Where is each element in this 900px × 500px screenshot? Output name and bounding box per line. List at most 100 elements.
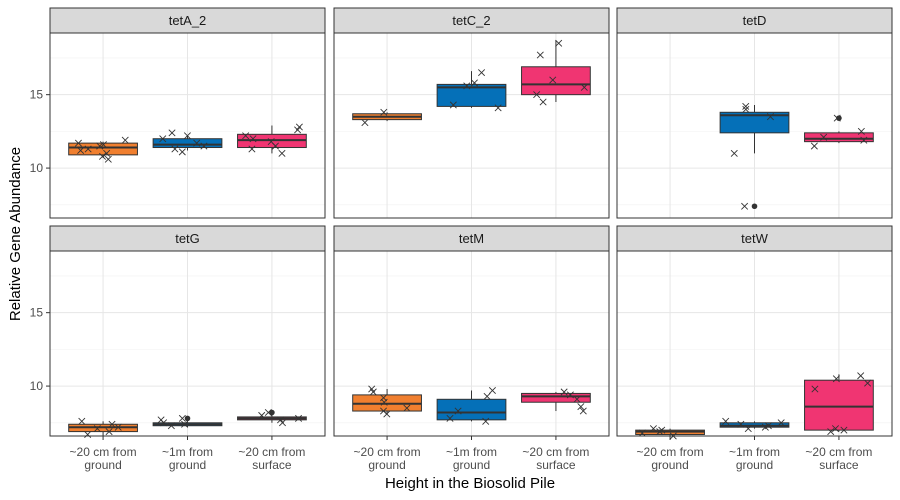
data-point-stroke (730, 149, 738, 157)
x-tick-label-line: ~20 cm from (522, 445, 589, 459)
box (804, 132, 874, 143)
x-tick-label: ~1m from ground (446, 445, 497, 472)
x-tick-label: ~1m from ground (162, 445, 213, 472)
data-point-stroke (104, 155, 112, 163)
data-point (178, 148, 186, 156)
x-tick-label-line: ~1m from (162, 445, 213, 459)
boxplot-surface20 (521, 39, 591, 106)
data-point-stroke (379, 407, 388, 415)
data-point (737, 420, 745, 428)
outlier-point (836, 115, 842, 121)
data-point-stroke (248, 145, 256, 153)
data-point-stroke (278, 419, 287, 427)
data-point (446, 414, 454, 422)
data-point-stroke (368, 385, 376, 393)
data-point (549, 76, 557, 84)
data-point-stroke (741, 202, 749, 210)
data-point-stroke (103, 149, 111, 157)
facet-title: tetC_2 (452, 13, 490, 28)
data-point (171, 145, 179, 153)
outlier-point (184, 415, 191, 422)
data-point-stroke (380, 394, 388, 402)
data-point (84, 431, 92, 439)
data-point (242, 132, 250, 140)
data-point (84, 145, 92, 153)
data-point (463, 82, 471, 90)
data-point (777, 419, 785, 427)
data-point-stroke (831, 425, 840, 433)
data-point-stroke (77, 146, 85, 154)
x-tick-label-line: ground (453, 458, 490, 472)
data-point-stroke (744, 425, 752, 433)
x-tick-label-line: ~20 cm from (70, 445, 137, 459)
x-tick-label: ~20 cm from surface (805, 445, 872, 472)
data-point-stroke (446, 414, 454, 422)
box (521, 66, 591, 96)
data-point (730, 149, 738, 157)
data-point (108, 420, 116, 428)
data-point-stroke (827, 428, 835, 436)
data-point (248, 145, 256, 153)
data-point (840, 426, 848, 434)
data-point-stroke (488, 386, 496, 395)
data-point-stroke (267, 138, 275, 146)
x-tick-label: ~20 cm from surface (522, 445, 589, 472)
data-point (483, 392, 491, 400)
data-point-stroke (742, 105, 750, 113)
box (804, 379, 874, 431)
data-point (566, 391, 574, 399)
data-point-stroke (832, 375, 840, 383)
data-point (403, 404, 411, 412)
data-point (379, 407, 388, 415)
box (152, 138, 223, 149)
data-point-stroke (193, 139, 201, 147)
data-point (104, 155, 112, 163)
data-point (577, 403, 585, 411)
data-point (494, 104, 502, 112)
x-tick-label: ~20 cm from surface (238, 445, 305, 472)
data-point (649, 425, 657, 433)
data-point-stroke (573, 395, 581, 403)
data-point-stroke (403, 404, 411, 412)
data-point (744, 425, 752, 433)
data-point (193, 139, 201, 147)
data-point-stroke (171, 145, 179, 153)
x-tick-label-line: ground (736, 458, 773, 472)
data-point (766, 113, 774, 121)
facet-title: tetD (743, 13, 767, 28)
data-point-stroke (168, 129, 176, 137)
data-point-stroke (638, 429, 646, 437)
data-point-stroke (449, 101, 457, 109)
data-point-stroke (766, 113, 774, 121)
x-tick-label-line: ground (169, 458, 206, 472)
x-tick-label-line: ~1m from (729, 445, 780, 459)
facet-panel: tetC_2 (333, 7, 610, 219)
data-point (539, 98, 547, 106)
data-point-stroke (258, 411, 266, 419)
panel-border (49, 32, 326, 219)
x-tick-label-line: surface (536, 458, 576, 472)
data-point-stroke (482, 417, 490, 425)
boxplot-ground20 (352, 385, 422, 418)
data-point-stroke (264, 408, 272, 417)
boxplot-surface20 (521, 388, 591, 415)
outlier-point (751, 203, 758, 210)
data-point (74, 139, 82, 147)
data-point (482, 417, 490, 425)
x-tick-label-line: surface (819, 458, 859, 472)
data-point (121, 136, 129, 144)
data-point-stroke (114, 423, 122, 431)
data-point-stroke (181, 420, 189, 428)
facet-title: tetM (459, 231, 484, 246)
data-point (579, 407, 587, 415)
data-point-stroke (242, 132, 250, 140)
facet-panel: tetM ~20 cm from ground~1m from ground ~20 c… (333, 225, 610, 472)
data-point (860, 136, 868, 144)
data-point (722, 417, 730, 425)
data-point (560, 388, 568, 396)
data-point-stroke (84, 431, 92, 439)
panel-border (616, 32, 893, 219)
x-tick-label-line: surface (252, 458, 292, 472)
box (521, 392, 591, 403)
data-point (78, 417, 86, 425)
